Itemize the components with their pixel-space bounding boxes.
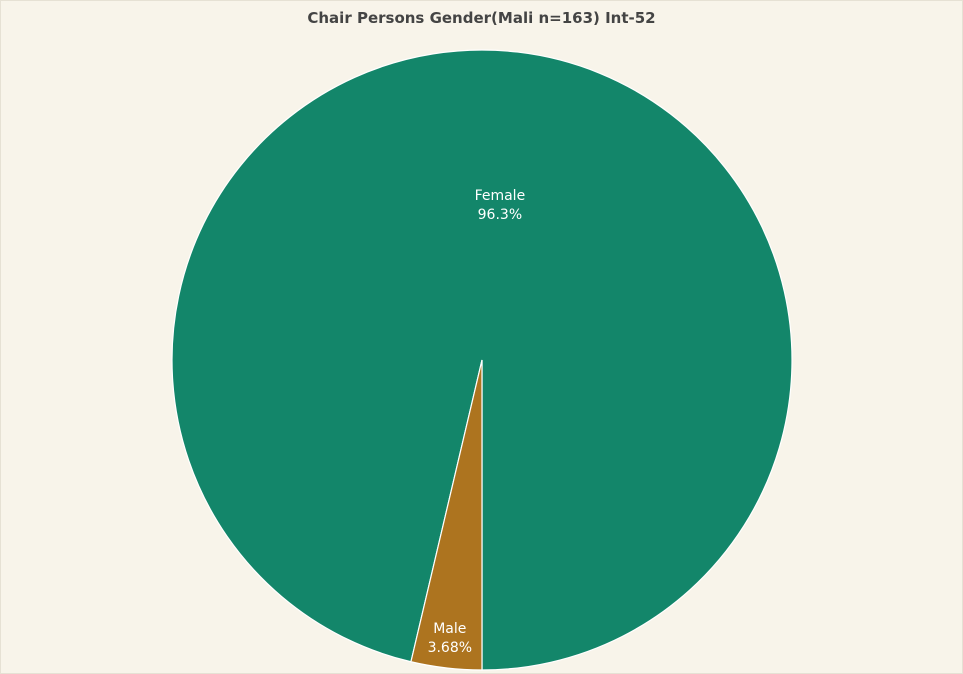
pie-slices [171,49,793,671]
chart-title: Chair Persons Gender(Mali n=163) Int-52 [307,9,656,27]
pie-slice-male [410,359,483,671]
slice-value-male: 3.68% [428,640,472,656]
slice-label-female: Female [475,188,526,204]
slice-label-male: Male [433,621,466,637]
slice-value-female: 96.3% [478,207,522,223]
pie-labels: Female 96.3% Male 3.68% [428,188,526,656]
